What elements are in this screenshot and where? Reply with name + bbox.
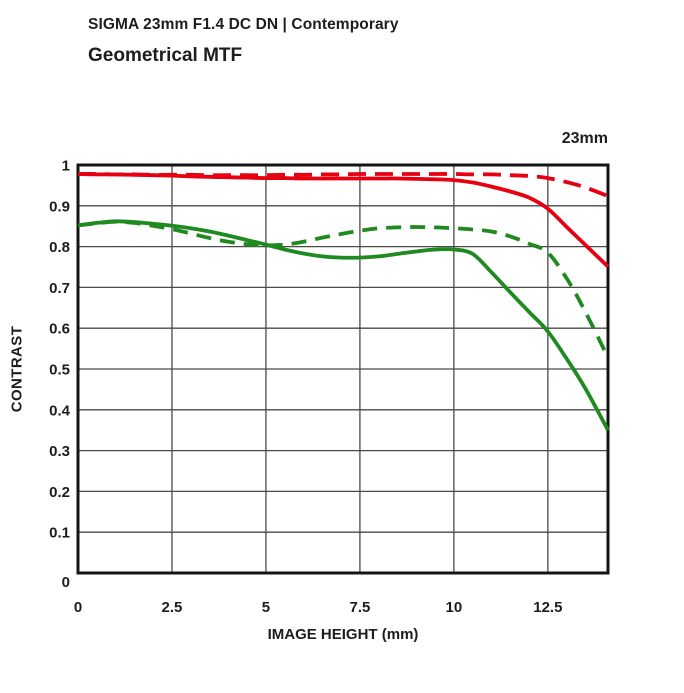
x-axis-title: IMAGE HEIGHT (mm) bbox=[267, 626, 419, 643]
y-tick-label: 0.4 bbox=[49, 402, 71, 419]
mtf-curve-red-solid bbox=[77, 172, 610, 268]
y-tick-label: 0.3 bbox=[49, 443, 70, 460]
lens-title: SIGMA 23mm F1.4 DC DN | Contemporary bbox=[88, 16, 399, 33]
y-tick-label: 0.9 bbox=[49, 198, 70, 215]
x-tick-label: 7.5 bbox=[349, 599, 370, 616]
mtf-curve-red-dashed bbox=[77, 172, 609, 198]
x-tick-label: 5 bbox=[262, 599, 270, 616]
chart-title: Geometrical MTF bbox=[88, 45, 243, 66]
mtf-curve-green-dashed bbox=[77, 219, 610, 359]
x-tick-label: 2.5 bbox=[162, 599, 183, 616]
x-tick-label: 0 bbox=[74, 599, 82, 616]
y-tick-label: 0.1 bbox=[49, 525, 70, 542]
y-tick-label: 0.5 bbox=[49, 362, 70, 379]
x-tick-label: 12.5 bbox=[533, 599, 562, 616]
plot-border bbox=[76, 163, 610, 575]
focal-length-label: 23mm bbox=[561, 130, 608, 147]
y-axis-title: CONTRAST bbox=[8, 325, 26, 413]
y-tick-label: 1 bbox=[62, 158, 70, 175]
mtf-curve-green-solid bbox=[77, 219, 610, 432]
y-tick-label: 0.2 bbox=[49, 484, 70, 501]
y-tick-label: 0 bbox=[62, 574, 70, 591]
y-tick-label: 0.7 bbox=[49, 280, 70, 297]
y-tick-label: 0.8 bbox=[49, 239, 70, 256]
y-tick-label: 0.6 bbox=[49, 321, 70, 338]
x-tick-label: 10 bbox=[446, 599, 463, 616]
